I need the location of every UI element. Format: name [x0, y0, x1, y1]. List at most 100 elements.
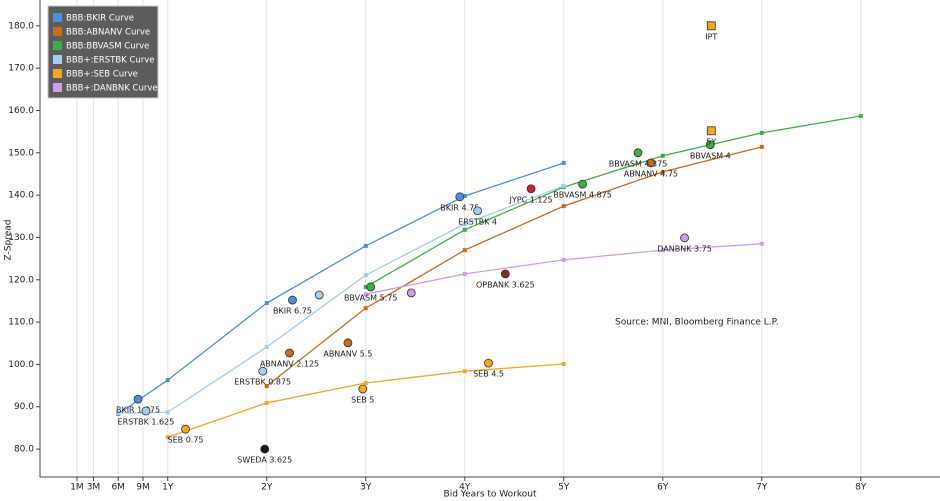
curve-point	[561, 183, 566, 188]
legend-swatch	[53, 13, 62, 22]
bond-label: BBVASM 4.375	[609, 159, 668, 168]
legend-swatch	[53, 27, 62, 36]
curve-point	[759, 130, 764, 135]
legend-label: BBB:BBVASM Curve	[66, 42, 149, 52]
bond-point	[705, 140, 715, 150]
curve-point	[363, 381, 368, 386]
bond-point	[526, 184, 536, 194]
x-tick-label: 3Y	[360, 483, 372, 493]
bond-point	[141, 406, 151, 416]
legend-label: BBB+:DANBNK Curve	[66, 84, 158, 94]
curve-point	[759, 241, 764, 246]
bond-point	[455, 192, 465, 202]
bond-label: ERSTBK 0.875	[234, 378, 291, 387]
curve-point	[561, 361, 566, 366]
curve-point	[264, 384, 269, 389]
legend-label: BBB:ABNANV Curve	[66, 28, 150, 38]
curve-point	[116, 411, 121, 416]
legend-swatch	[53, 69, 62, 78]
curve-point	[561, 160, 566, 165]
legend-swatch	[53, 41, 62, 50]
legend-swatch	[53, 83, 62, 92]
x-axis-title: Bid Years to Workout	[444, 490, 537, 500]
bond-point	[406, 288, 416, 298]
x-tick-label: 6Y	[657, 483, 669, 493]
x-tick-label: 4Y	[459, 483, 471, 493]
bond-label: BKIR 4.75	[440, 203, 479, 212]
bond-point	[314, 290, 324, 300]
y-tick-label: 180.0	[8, 21, 34, 31]
curve-point	[660, 248, 665, 253]
bond-point	[181, 424, 190, 434]
bond-point	[366, 282, 376, 292]
source-note: Source: MNI, Bloomberg Finance L.P.	[615, 318, 779, 328]
bond-point	[285, 348, 294, 358]
bond-point	[473, 206, 483, 216]
bond-label: IPT	[705, 32, 717, 41]
curve-point	[561, 257, 566, 262]
y-tick-label: 130.0	[8, 233, 34, 243]
bond-label: BBVASM 4	[690, 151, 731, 160]
curve-line	[266, 146, 762, 387]
curve-point	[462, 369, 467, 374]
curve-point	[165, 410, 170, 415]
bond-label: SWEDA 3.625	[237, 456, 292, 465]
curve-point	[264, 301, 269, 306]
bond-label: DANBNK 3.75	[657, 244, 712, 253]
y-axis-title: Z-Spread	[4, 220, 14, 261]
y-tick-label: 110.0	[8, 318, 34, 328]
x-tick-label: 2Y	[261, 483, 273, 493]
curve-point	[858, 113, 863, 118]
curve-point	[264, 345, 269, 350]
y-tick-label: 120.0	[8, 275, 34, 285]
bond-point	[706, 21, 716, 31]
curve-point	[363, 306, 368, 311]
curve-point	[462, 221, 467, 226]
x-tick-label: 1Y	[162, 483, 174, 493]
curve-point	[660, 153, 665, 158]
x-tick-label: 1M	[70, 483, 84, 493]
curve-point	[363, 292, 368, 297]
bond-label: SEB 5	[351, 395, 374, 404]
curve-line	[117, 162, 564, 415]
legend-swatch	[53, 55, 62, 64]
curve-point	[363, 284, 368, 289]
bond-label: SEB 0.75	[168, 436, 204, 445]
x-tick-label: 6M	[111, 483, 125, 493]
bond-label: ERSTBK 1.625	[118, 417, 175, 426]
curve-point	[165, 378, 170, 383]
curve-point	[363, 273, 368, 278]
bond-point	[258, 366, 268, 376]
bond-point	[500, 269, 510, 279]
curve-point	[759, 144, 764, 149]
curve-point	[462, 271, 467, 276]
bond-point	[343, 338, 353, 348]
bond-point	[633, 148, 643, 158]
curve-line	[118, 185, 564, 414]
bond-label: JYPC 1.125	[509, 195, 553, 204]
bond-point	[646, 158, 656, 168]
y-tick-label: 140.0	[8, 191, 34, 201]
bond-point	[578, 179, 587, 189]
y-tick-label: 170.0	[8, 64, 34, 74]
bond-label: BKIR 6.75	[273, 307, 312, 316]
legend-label: BBB+:ERSTBK Curve	[66, 56, 155, 66]
bond-label: ABNANV 5.5	[323, 349, 372, 358]
legend-label: BBB:BKIR Curve	[66, 14, 134, 24]
bond-label: BBVASM 5.75	[344, 293, 398, 302]
curve-point	[561, 204, 566, 209]
y-tick-label: 90.0	[14, 402, 34, 412]
bond-point	[484, 358, 493, 368]
curve-point	[462, 227, 467, 232]
bond-label: ERSTBK 4	[458, 217, 497, 226]
x-tick-label: 3M	[87, 483, 101, 493]
bond-point	[706, 126, 716, 136]
y-tick-label: 150.0	[8, 148, 34, 158]
curve-line	[365, 115, 861, 288]
x-tick-label: 7Y	[756, 483, 768, 493]
bond-label: ABNANV 4.75	[624, 169, 678, 178]
curve-point	[462, 248, 467, 253]
bond-point	[133, 394, 143, 404]
y-tick-label: 160.0	[8, 106, 34, 116]
bond-point	[358, 384, 368, 394]
